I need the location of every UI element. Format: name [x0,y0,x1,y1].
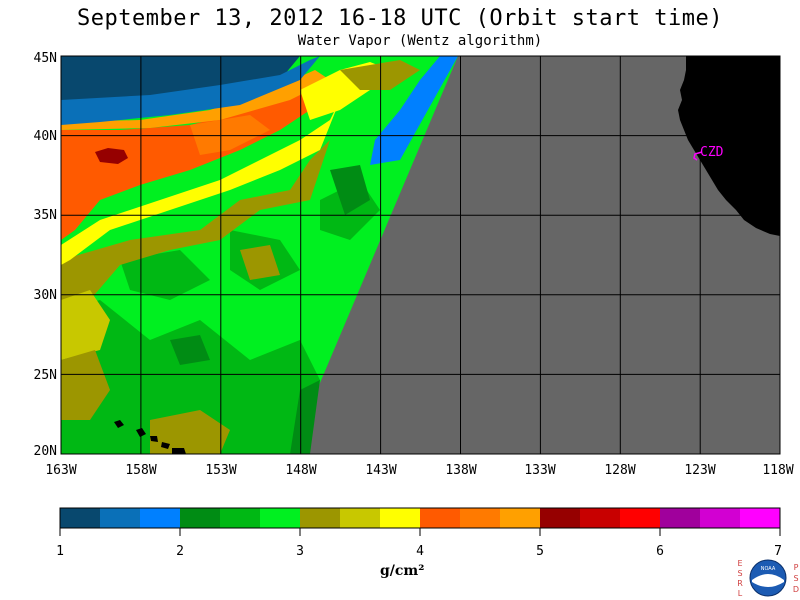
site-label: CZD [700,145,724,160]
colorbar-tick-labels: 1 2 3 4 5 6 7 [56,544,782,559]
colorbar-swatch [380,508,421,528]
colorbar-tick-label: 7 [774,544,782,559]
colorbar-units: g/cm² [380,563,425,579]
colorbar-tick-label: 3 [296,544,304,559]
lon-label: 133W [524,463,555,478]
map-title: September 13, 2012 16-18 UTC (Orbit star… [76,6,724,31]
colorbar-swatch [300,508,341,528]
map-subtitle: Water Vapor (Wentz algorithm) [297,33,543,49]
site-marker [693,151,703,161]
lat-label: 30N [34,288,57,303]
grid-lines [61,56,780,454]
swath-darkgreen-1 [290,380,320,454]
lon-label: 143W [365,463,396,478]
esrl-letter-s: S [737,569,742,578]
lat-label: 25N [34,368,57,383]
colorbar-tick-label: 6 [656,544,664,559]
map-frame [60,55,781,455]
lon-label: 123W [684,463,715,478]
colorbar-swatch [580,508,621,528]
swath-olive-2 [61,290,110,360]
psd-letter-p: P [794,563,799,572]
psd-letter-d: D [793,585,799,594]
colorbar-tick-label: 1 [56,544,64,559]
lon-label: 163W [45,463,76,478]
colorbar-swatch [140,508,181,528]
esrl-letter-r: R [737,579,743,588]
hawaii-island-1 [114,420,124,428]
colorbar-swatch [220,508,261,528]
colorbar-swatch [260,508,301,528]
lon-label: 118W [762,463,793,478]
latitude-labels: 45N 40N 35N 30N 25N 20N [34,51,57,459]
swath-midgreen [61,300,320,454]
colorbar-swatch [540,508,581,528]
map-area [61,56,780,454]
lon-label: 158W [125,463,156,478]
hawaii-island-3 [150,436,158,442]
esrl-letter-e: E [737,559,742,568]
swath-midblue [61,56,320,125]
lat-label: 45N [34,51,57,66]
psd-letter-s: S [793,574,798,583]
esrl-letter-l: L [738,589,743,598]
hawaii-island-4 [161,442,170,449]
noaa-logo: E S R L P S D NOAA [737,559,799,598]
land-north-america [678,56,780,236]
lon-label: 128W [604,463,635,478]
noaa-badge-text: NOAA [761,566,776,572]
colorbar-swatch [60,508,101,528]
lat-label: 40N [34,129,57,144]
colorbar-swatch [660,508,701,528]
colorbar-swatch [420,508,461,528]
swath-olive-5 [240,245,280,280]
lat-label: 20N [34,444,57,459]
lon-label: 148W [285,463,316,478]
swath-darkred [95,148,128,164]
swath-darkgreen-3 [170,335,210,365]
lat-label: 35N [34,208,57,223]
lon-label: 153W [205,463,236,478]
colorbar [60,508,781,528]
swath-olive-3 [61,350,110,420]
colorbar-tick-label: 5 [536,544,544,559]
swath-olive-4 [150,410,230,454]
hawaii-island-5 [172,448,186,454]
noaa-gull-icon [752,574,784,587]
colorbar-swatch [620,508,661,528]
colorbar-ticks [59,528,781,536]
swath-midgreen-2 [120,250,210,300]
colorbar-swatch [340,508,381,528]
colorbar-swatch [500,508,541,528]
colorbar-tick-label: 2 [176,544,184,559]
colorbar-swatch [100,508,141,528]
swath-olive-north [340,60,420,90]
colorbar-swatch [180,508,221,528]
longitude-labels: 163W 158W 153W 148W 143W 138W 133W 128W … [45,463,793,478]
colorbar-tick-label: 4 [416,544,424,559]
colorbar-swatch [460,508,501,528]
swath-orange-mid [190,115,270,155]
colorbar-swatch [740,508,781,528]
colorbar-swatch [700,508,741,528]
swath-blue-edge [370,56,458,165]
lon-label: 138W [445,463,476,478]
swath-darkgreen-2 [330,165,370,215]
